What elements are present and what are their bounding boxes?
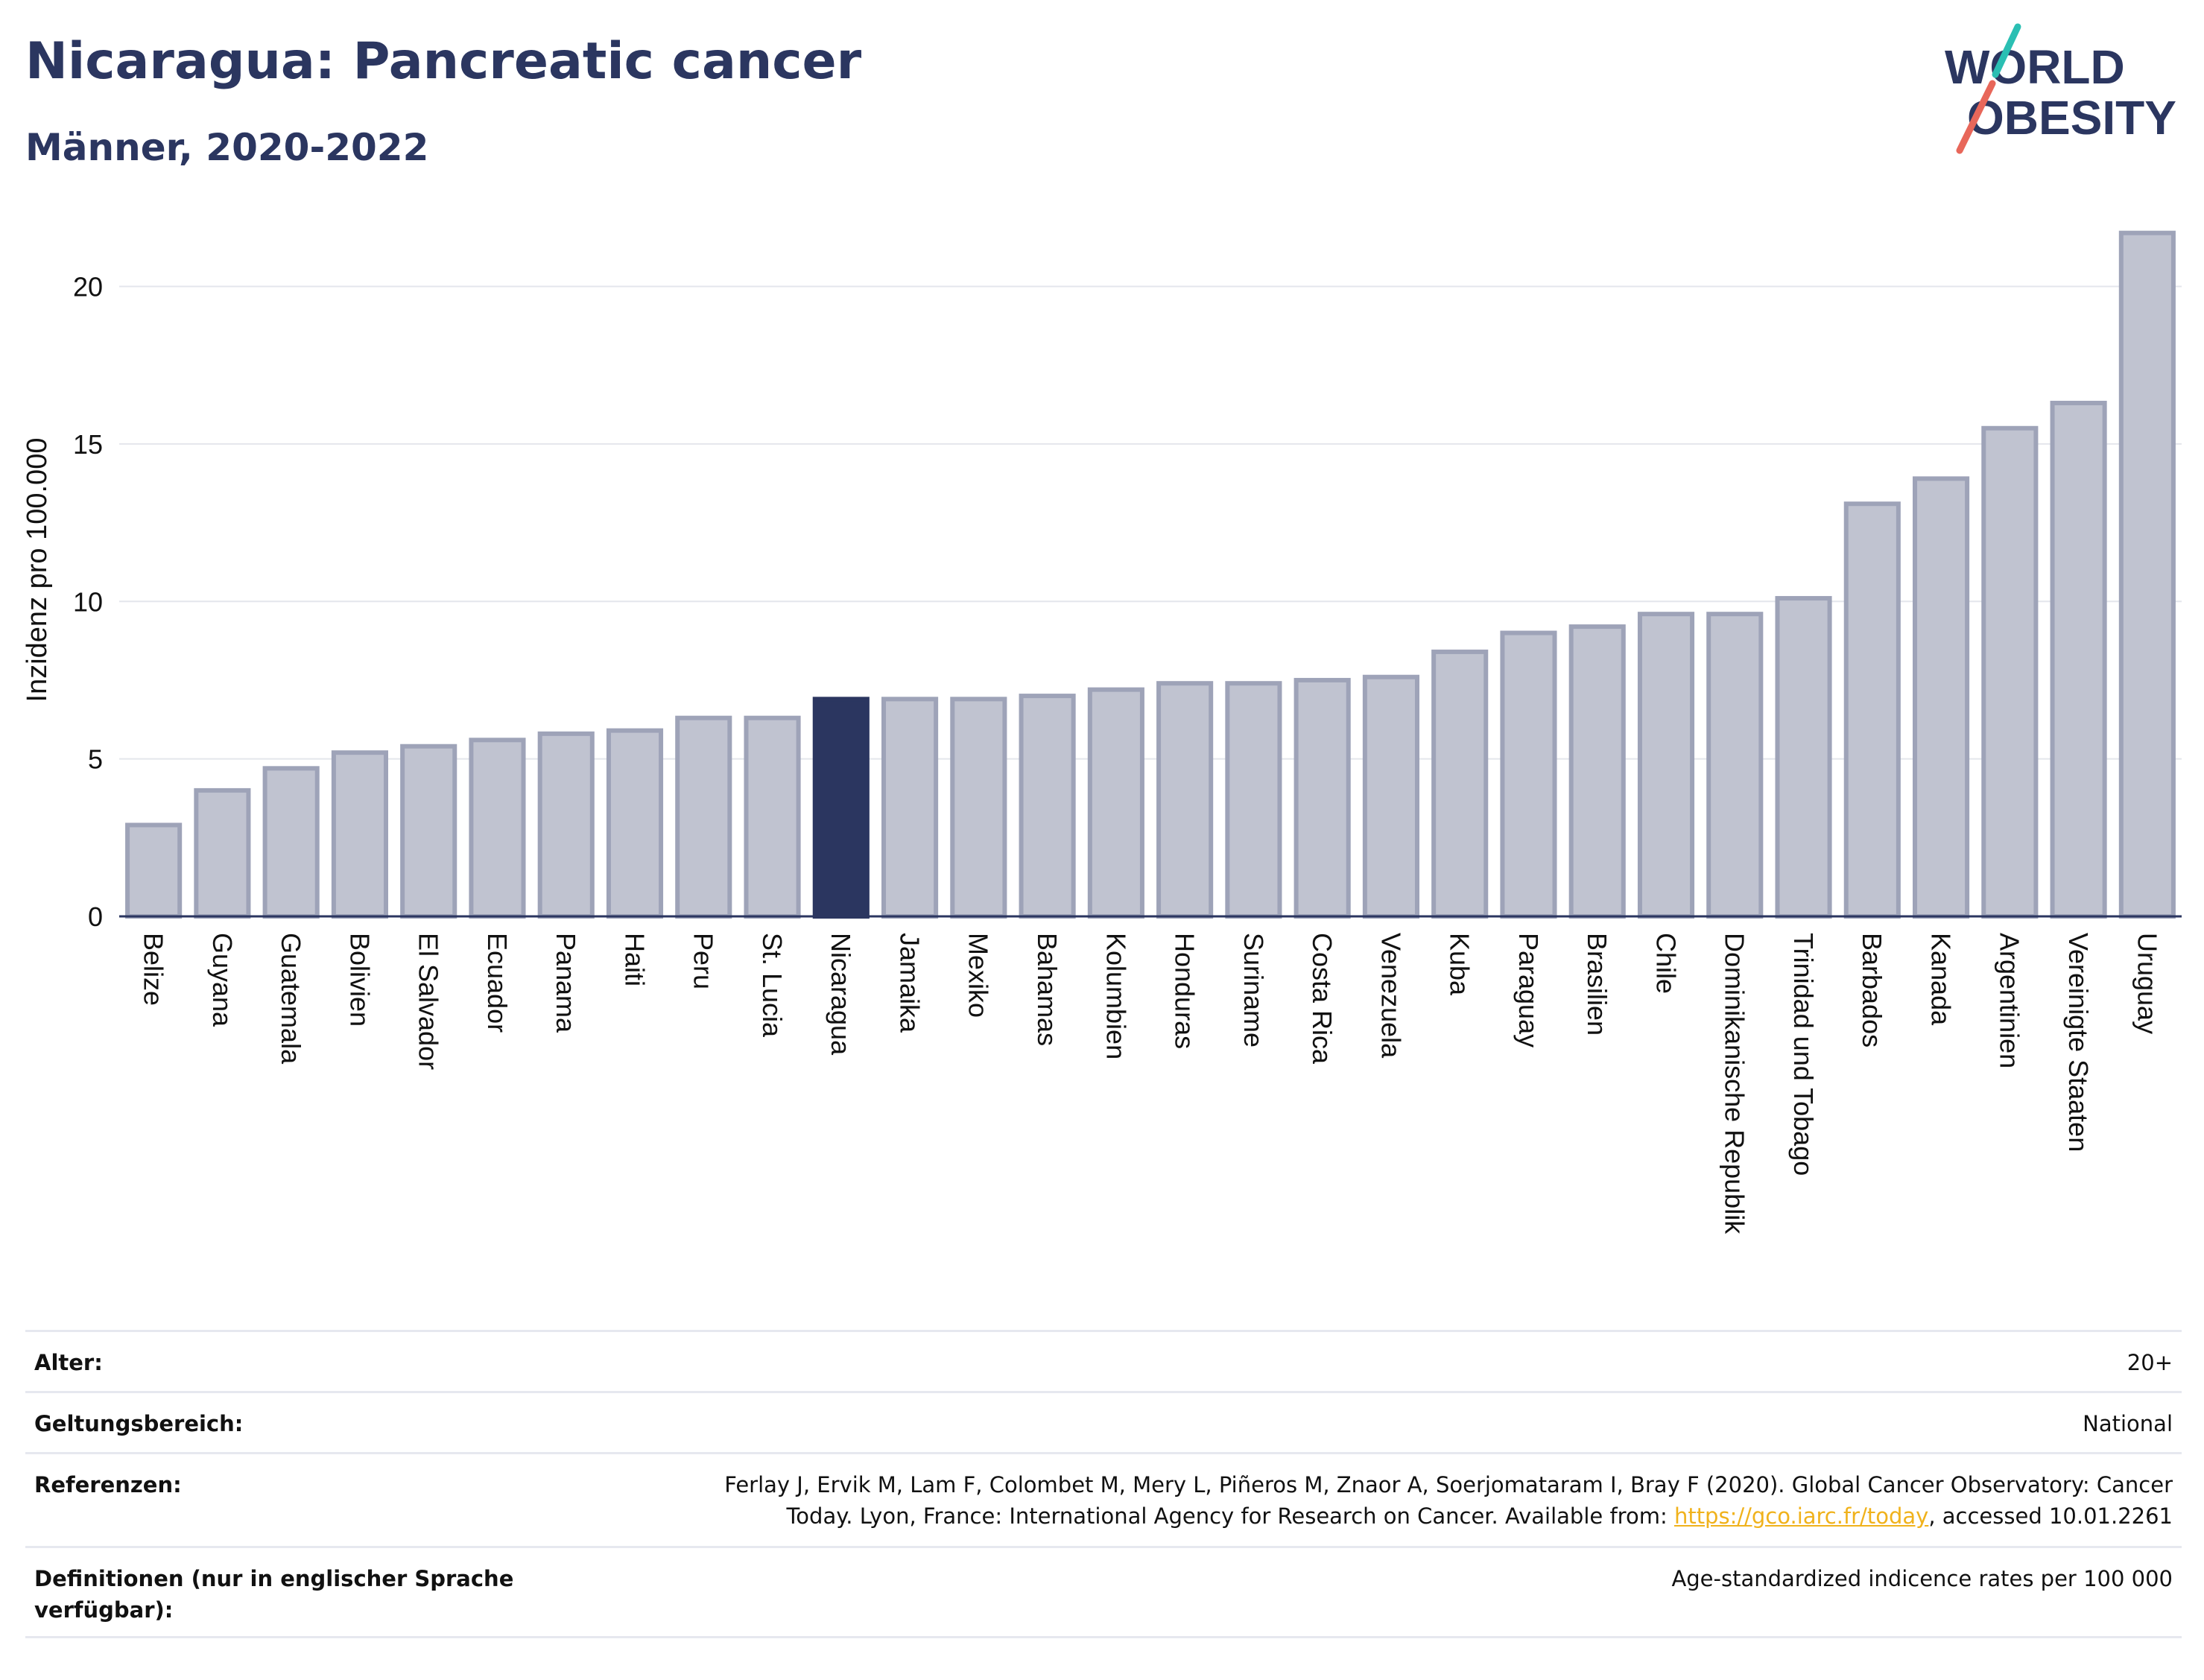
info-value-scope: National (2083, 1411, 2173, 1436)
x-tick-label: Paraguay (1513, 933, 1544, 1047)
x-tick-label: Brasilien (1582, 933, 1612, 1036)
x-tick-label: El Salvador (414, 933, 444, 1070)
gridlines (119, 285, 2182, 760)
logo-slash-teal (1992, 23, 2021, 78)
x-tick-labels: Belize Guyana Guatemala Bolivien El Salvador… (139, 933, 2163, 1234)
x-tick-label: Costa Rica (1307, 933, 1337, 1065)
x-tick-label: Guatemala (276, 933, 306, 1065)
bar-suriname (1225, 681, 1282, 919)
chart-title: Nicaragua: Pancreatic cancer (25, 32, 862, 91)
x-tick-label: Ecuador (482, 933, 513, 1033)
info-row-definitions: Definitionen (nur in englischer Sprache … (25, 1546, 2182, 1638)
bar-kolumbien (1087, 687, 1144, 919)
bar-honduras (1156, 681, 1214, 919)
bar-st-lucia (744, 715, 801, 919)
bar-costa-rica (1293, 677, 1351, 919)
bar-belize (125, 822, 183, 919)
x-tick-label: Chile (1650, 933, 1681, 994)
bar-trinidad-und-tobago (1775, 596, 1832, 919)
reference-line2-pre: Today. Lyon, France: International Agenc… (786, 1503, 1674, 1529)
info-label-definitions: Definitionen (nur in englischer Sprache … (34, 1566, 514, 1623)
logo-line1: WORLD (1945, 40, 2125, 94)
x-tick-label: Jamaika (894, 933, 925, 1033)
y-tick-label: 20 (73, 272, 103, 302)
bar-panama (537, 731, 595, 919)
x-tick-label: Honduras (1170, 933, 1200, 1049)
info-row-references: Referenzen: Ferlay J, Ervik M, Lam F, Co… (25, 1452, 2182, 1546)
info-value-age: 20+ (2127, 1350, 2173, 1375)
x-tick-label: Bahamas (1032, 933, 1063, 1046)
bar-mexiko (950, 697, 1007, 919)
bar-haiti (606, 728, 664, 919)
bar-vereinigte-staaten (2050, 400, 2107, 919)
y-tick-label: 0 (88, 901, 103, 932)
logo-slash-red (1956, 80, 1996, 154)
y-axis-label: Inzidenz pro 100.000 (22, 438, 53, 703)
x-tick-label: Panama (551, 933, 581, 1033)
bar-guatemala (262, 766, 320, 919)
info-table: Alter: 20+ Geltungsbereich: National Ref… (25, 1330, 2182, 1638)
x-tick-label: Trinidad und Tobago (1788, 933, 1819, 1176)
x-tick-label: Kolumbien (1101, 933, 1131, 1059)
x-tick-label: Barbados (1857, 933, 1887, 1047)
x-tick-label: Guyana (207, 933, 238, 1027)
x-tick-label: Kanada (1925, 933, 1956, 1026)
bar-peru (675, 715, 732, 919)
x-tick-label: Argentinien (1995, 933, 2025, 1068)
bar-jamaika (881, 697, 939, 919)
bar-barbados (1843, 501, 1901, 919)
x-tick-label: Peru (688, 933, 719, 989)
info-value-references: Ferlay J, Ervik M, Lam F, Colombet M, Me… (724, 1469, 2173, 1532)
bar-chile (1637, 612, 1695, 919)
bar-guyana (194, 787, 251, 919)
bar-kuba (1431, 649, 1489, 919)
bar-bahamas (1019, 694, 1076, 919)
x-tick-label: Dominikanische Republik (1720, 933, 1750, 1234)
x-tick-label: Venezuela (1375, 933, 1406, 1059)
info-value-definitions: Age-standardized indicence rates per 100… (1671, 1566, 2173, 1591)
x-tick-label: Vereinigte Staaten (2063, 933, 2094, 1152)
logo-line2: OBESITY (1967, 91, 2176, 145)
bars (125, 230, 2176, 919)
reference-line2-post: , accessed 10.01.2261 (1928, 1503, 2173, 1529)
info-label-age: Alter: (34, 1350, 103, 1375)
y-tick-label: 5 (88, 744, 103, 775)
x-tick-label: St. Lucia (757, 933, 788, 1038)
x-tick-label: Bolivien (344, 933, 375, 1027)
bar-argentinien (1981, 425, 2039, 919)
bar-uruguay (2118, 230, 2176, 919)
x-tick-label: Mexiko (963, 933, 994, 1018)
reference-line1: Ferlay J, Ervik M, Lam F, Colombet M, Me… (724, 1472, 2173, 1497)
info-label-references: Referenzen: (34, 1472, 182, 1497)
bar-venezuela (1362, 674, 1419, 919)
bar-brasilien (1568, 624, 1626, 919)
reference-link[interactable]: https://gco.iarc.fr/today (1673, 1503, 1929, 1529)
y-tick-labels: 0 5 10 15 20 (73, 272, 103, 932)
bar-nicaragua (812, 697, 870, 919)
bar-kanada (1913, 476, 1970, 919)
x-tick-label: Kuba (1445, 933, 1475, 996)
y-tick-label: 15 (73, 429, 103, 460)
x-tick-label: Suriname (1238, 933, 1269, 1047)
bar-el-salvador (400, 744, 457, 919)
x-tick-label: Belize (139, 933, 169, 1006)
info-row-age: Alter: 20+ (25, 1330, 2182, 1391)
x-tick-label: Haiti (619, 933, 650, 986)
info-label-scope: Geltungsbereich: (34, 1411, 244, 1436)
bar-chart: 0 5 10 15 20 Belize Guyana Guatemala Bolivien El… (22, 230, 2182, 1234)
y-tick-label: 10 (73, 586, 103, 617)
bar-dominikanische-republik (1706, 612, 1764, 919)
x-tick-label: Nicaragua (826, 933, 856, 1056)
x-tick-label: Uruguay (2132, 933, 2162, 1034)
chart-subtitle: Männer, 2020-2022 (25, 126, 429, 169)
world-obesity-logo: WORLD OBESITY (1945, 23, 2176, 154)
bar-bolivien (331, 750, 388, 919)
bar-ecuador (469, 738, 526, 919)
info-row-scope: Geltungsbereich: National (25, 1391, 2182, 1452)
bar-paraguay (1500, 630, 1557, 919)
